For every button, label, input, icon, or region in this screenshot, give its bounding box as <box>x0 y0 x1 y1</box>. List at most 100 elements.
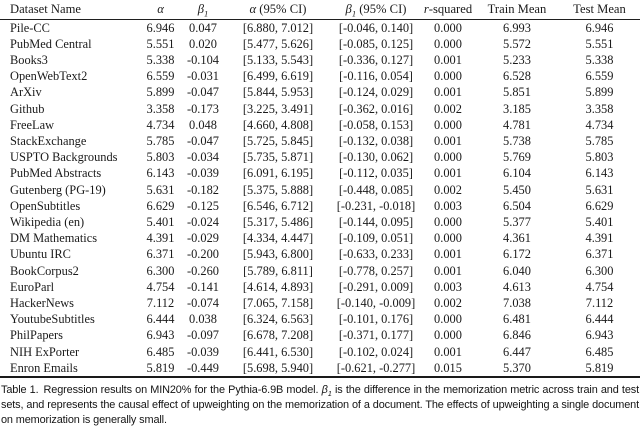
table-row: OpenSubtitles 6.629 -0.125 [6.546, 6.712] [-… <box>0 198 640 214</box>
value-cell: -0.173 <box>186 101 219 116</box>
column-header-beta1: β1 <box>181 0 225 20</box>
dataset-name-cell: Ubuntu IRC <box>10 247 71 262</box>
value-cell: 6.444 <box>585 312 614 327</box>
value-cell: -0.260 <box>186 263 219 278</box>
value-cell: [6.678, 7.208] <box>242 328 314 343</box>
value-cell: 6.143 <box>146 166 175 181</box>
value-cell: 6.143 <box>585 166 614 181</box>
value-cell: 6.300 <box>585 263 614 278</box>
value-cell: [-0.046, 0.140] <box>338 20 414 35</box>
value-cell: [4.334, 4.447] <box>242 231 314 246</box>
value-cell: [6.546, 6.712] <box>242 198 314 213</box>
value-cell: 0.047 <box>189 20 217 35</box>
value-cell: 3.358 <box>146 101 175 116</box>
value-cell: 5.338 <box>585 52 614 67</box>
value-cell: -0.024 <box>186 214 219 229</box>
table-row: NIH ExPorter 6.485 -0.039 [6.441, 6.530] [-0… <box>0 344 640 360</box>
value-cell: 0.000 <box>434 69 462 84</box>
value-cell: 6.300 <box>146 263 175 278</box>
value-cell: 6.040 <box>503 263 531 278</box>
value-cell: 0.001 <box>434 344 462 359</box>
value-cell: [-0.132, 0.038] <box>338 133 414 148</box>
value-cell: 0.000 <box>434 214 462 229</box>
value-cell: 5.899 <box>585 85 614 100</box>
table-row: PubMed Central 5.551 0.020 [5.477, 5.626] [-… <box>0 36 640 52</box>
value-cell: [5.943, 6.800] <box>242 247 314 262</box>
value-cell: [-0.621, -0.277] <box>331 359 421 378</box>
dataset-name-cell: FreeLaw <box>10 117 55 132</box>
dataset-name-cell: Gutenberg (PG-19) <box>10 182 106 197</box>
value-cell: 7.112 <box>146 295 175 310</box>
value-cell: 6.629 <box>585 198 614 213</box>
value-cell: [6.091, 6.195] <box>242 166 314 181</box>
value-cell: -0.097 <box>186 328 219 343</box>
value-cell: [-0.336, 0.127] <box>338 52 414 67</box>
value-cell: 0.001 <box>434 166 462 181</box>
value-cell: -0.047 <box>186 133 219 148</box>
value-cell: -0.029 <box>186 231 219 246</box>
table-caption: Table 1. Regression results on MIN20% for… <box>1 383 639 428</box>
value-cell: -0.182 <box>186 182 219 197</box>
value-cell: [3.225, 3.491] <box>242 101 314 116</box>
value-cell: 5.803 <box>146 150 175 165</box>
value-cell: -0.449 <box>181 359 225 378</box>
value-cell: [-0.058, 0.153] <box>338 117 414 132</box>
value-cell: [-0.231, -0.018] <box>336 198 416 213</box>
value-cell: 0.002 <box>434 182 462 197</box>
value-cell: 6.846 <box>503 328 531 343</box>
value-cell: [-0.116, 0.054] <box>339 69 413 84</box>
value-cell: 0.000 <box>434 20 462 35</box>
table-row: FreeLaw 4.734 0.048 [4.660, 4.808] [-0.058, … <box>0 117 640 133</box>
dataset-name-cell: EuroParl <box>10 279 55 294</box>
value-cell: 4.734 <box>585 117 614 132</box>
value-cell: [4.660, 4.808] <box>242 117 314 132</box>
value-cell: [7.065, 7.158] <box>242 295 314 310</box>
value-cell: [5.725, 5.845] <box>242 133 314 148</box>
value-cell: 6.481 <box>503 312 531 327</box>
value-cell: 5.233 <box>503 52 531 67</box>
value-cell: 5.370 <box>475 359 559 378</box>
value-cell: -0.047 <box>186 85 219 100</box>
value-cell: 6.504 <box>503 198 531 213</box>
value-cell: 6.172 <box>503 247 531 262</box>
table-row: Pile-CC 6.946 0.047 [6.880, 7.012] [-0.046, … <box>0 19 640 36</box>
value-cell: 0.003 <box>434 198 462 213</box>
dataset-name-cell: PhilPapers <box>10 328 64 343</box>
table-row: DM Mathematics 4.391 -0.029 [4.334, 4.447] [… <box>0 230 640 246</box>
value-cell: 0.000 <box>434 328 462 343</box>
value-cell: 6.371 <box>146 247 175 262</box>
value-cell: -0.039 <box>186 344 219 359</box>
caption-label: Table 1. <box>1 383 39 396</box>
column-header-alpha-ci: α (95% CI) <box>225 0 331 20</box>
value-cell: 4.754 <box>146 279 175 294</box>
value-cell: 4.754 <box>585 279 614 294</box>
value-cell: 0.000 <box>434 117 462 132</box>
value-cell: 4.734 <box>146 117 175 132</box>
table-body: Pile-CC 6.946 0.047 [6.880, 7.012] [-0.046, … <box>0 19 640 378</box>
value-cell: 6.943 <box>585 328 614 343</box>
value-cell: 6.485 <box>146 344 175 359</box>
table-row: OpenWebText2 6.559 -0.031 [6.499, 6.619] [-0… <box>0 68 640 84</box>
value-cell: 0.038 <box>189 312 217 327</box>
value-cell: 5.551 <box>585 36 614 51</box>
value-cell: -0.074 <box>186 295 219 310</box>
value-cell: 0.001 <box>434 247 462 262</box>
value-cell: 5.401 <box>585 214 614 229</box>
value-cell: 5.551 <box>146 36 175 51</box>
value-cell: [-0.144, 0.095] <box>338 214 414 229</box>
value-cell: [-0.362, 0.016] <box>338 101 414 116</box>
table-row: BookCorpus2 6.300 -0.260 [5.789, 6.811] [-0.… <box>0 263 640 279</box>
value-cell: 6.485 <box>585 344 614 359</box>
table-row: Wikipedia (en) 5.401 -0.024 [5.317, 5.486] [… <box>0 214 640 230</box>
value-cell: 6.444 <box>146 312 175 327</box>
value-cell: 6.104 <box>503 166 531 181</box>
value-cell: 6.559 <box>146 69 175 84</box>
value-cell: [5.477, 5.626] <box>242 36 314 51</box>
value-cell: [6.499, 6.619] <box>242 69 314 84</box>
dataset-name-cell: StackExchange <box>10 133 87 148</box>
dataset-name-cell: Pile-CC <box>10 20 50 35</box>
value-cell: -0.141 <box>186 279 219 294</box>
dataset-name-cell: ArXiv <box>10 85 42 100</box>
table-row: Books3 5.338 -0.104 [5.133, 5.543] [-0.336, … <box>0 52 640 68</box>
